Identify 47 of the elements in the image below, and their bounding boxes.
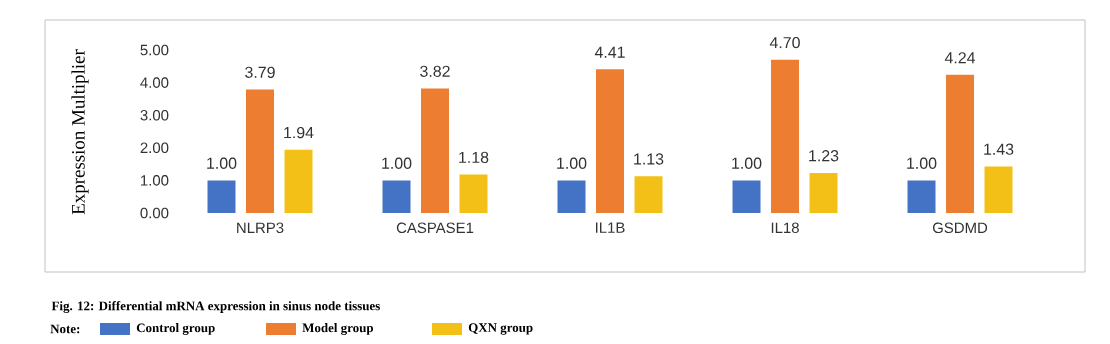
data-label: 1.00 — [732, 157, 762, 169]
x-tick-label: IL1B — [596, 222, 625, 233]
data-label: 1.00 — [207, 157, 237, 169]
x-tick-label: CASPASE1 — [396, 222, 474, 234]
data-label: 3.79 — [245, 66, 275, 78]
bar — [284, 149, 313, 213]
bar — [557, 180, 586, 213]
bar — [809, 172, 838, 213]
x-tick-label: GSDMD — [932, 222, 988, 234]
y-tick-label: 4.00 — [140, 77, 169, 88]
legend-label: Model group — [302, 323, 374, 335]
legend-label: Control group — [136, 323, 215, 335]
bar — [207, 180, 236, 213]
y-tick-label: 5.00 — [140, 44, 169, 56]
bar — [907, 180, 936, 213]
bar — [732, 180, 761, 213]
y-tick-label: 2.00 — [140, 142, 169, 154]
data-label: 1.43 — [984, 143, 1014, 155]
data-label: 1.23 — [809, 150, 839, 162]
bar — [459, 174, 488, 213]
data-label: 1.13 — [634, 153, 664, 165]
data-label: 1.94 — [284, 126, 314, 139]
x-tick-label: NLRP3 — [237, 222, 284, 234]
bar — [596, 69, 625, 213]
y-tick-label: 3.00 — [140, 109, 169, 121]
data-label: 1.00 — [557, 157, 587, 169]
bar — [771, 59, 800, 213]
data-label: 1.18 — [459, 151, 489, 164]
bar — [246, 89, 274, 213]
x-tick-label: IL18 — [771, 222, 799, 234]
y-tick-label: 0.00 — [140, 207, 169, 219]
bar — [382, 180, 411, 213]
bar — [421, 88, 449, 213]
data-label: 4.70 — [769, 36, 800, 49]
data-label: 1.00 — [382, 157, 412, 169]
text: Note: — [50, 324, 80, 334]
bar — [984, 166, 1013, 213]
data-label: 4.24 — [944, 52, 976, 64]
data-label: 1.00 — [907, 157, 937, 169]
bar — [634, 176, 663, 213]
legend-label: QXN group — [468, 323, 533, 335]
caption: Fig. 12: Differential mRNA expression in sinus node tissues — [51, 301, 380, 313]
y-tick-label: 1.00 — [141, 175, 169, 186]
bar — [946, 74, 975, 213]
data-label: 4.41 — [594, 46, 625, 58]
data-label: 3.82 — [420, 65, 450, 77]
y-axis-title: Expression Multiplier — [71, 49, 89, 215]
